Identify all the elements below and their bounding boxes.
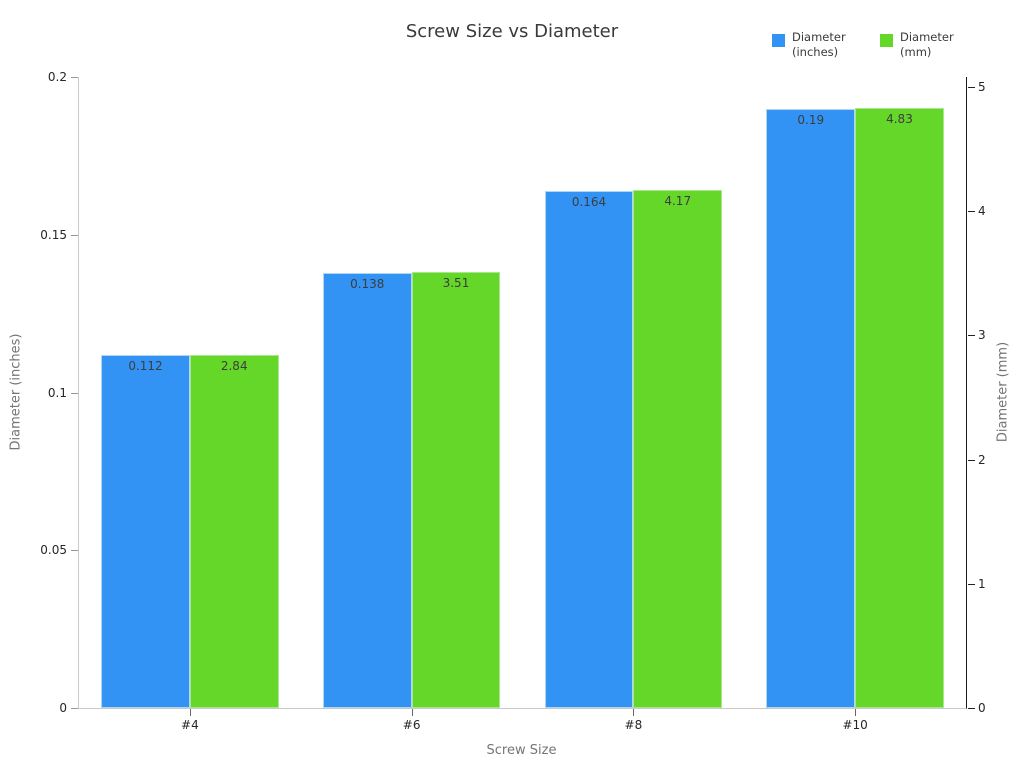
y-axis-right-title: Diameter (mm) xyxy=(995,341,1011,443)
plot-area: 0 0.05 0.1 0.15 0.2 0 1 2 3 4 5 #4 #6 #8 #10 0.112 2.84 0… xyxy=(40,70,985,732)
bar-mm: 2.84 xyxy=(189,355,279,708)
x-axis-tick xyxy=(411,709,413,716)
y-axis-left-tick-label: 0.1 xyxy=(47,385,67,400)
y-axis-right-tick xyxy=(968,583,975,585)
bar-inches: 0.164 xyxy=(544,190,634,708)
bar-mm: 3.51 xyxy=(411,272,501,708)
bar-value-label: 2.84 xyxy=(220,359,248,374)
legend-swatch-mm-icon xyxy=(880,34,893,47)
y-axis-right-tick-label: 3 xyxy=(978,328,986,343)
bar-mm: 4.17 xyxy=(633,190,723,708)
y-axis-right-tick xyxy=(968,708,975,709)
y-axis-right-tick-label: 4 xyxy=(978,204,986,219)
bar-inches: 0.112 xyxy=(101,354,190,708)
x-axis-title: Screw Size xyxy=(486,743,557,758)
bar-value-label: 3.51 xyxy=(442,276,470,291)
legend-item-inches: Diameter (inches) xyxy=(772,30,856,60)
y-axis-right-tick-label: 2 xyxy=(978,452,986,467)
y-axis-right-tick xyxy=(968,459,975,461)
y-axis-right-tick xyxy=(968,335,975,337)
y-axis-left-title: Diameter (inches) xyxy=(8,333,24,451)
chart-title: Screw Size vs Diameter xyxy=(405,21,619,42)
y-axis-left-tick xyxy=(71,77,78,78)
y-axis-right-tick xyxy=(968,211,975,213)
bar-value-label: 4.17 xyxy=(664,194,692,209)
bar-mm: 4.83 xyxy=(855,108,944,708)
x-axis-tick-label: #8 xyxy=(624,718,643,732)
bar-value-label: 0.19 xyxy=(797,112,825,127)
y-axis-left-tick xyxy=(71,708,78,709)
legend-label-mm: Diameter (mm) xyxy=(900,30,954,59)
y-axis-right-tick xyxy=(968,86,975,88)
legend-swatch-inches-icon xyxy=(772,34,785,47)
legend-label-inches: Diameter (inches) xyxy=(792,30,846,59)
y-axis-left-tick xyxy=(71,550,78,552)
y-axis-left-tick xyxy=(71,234,78,236)
x-axis-tick xyxy=(855,709,857,716)
bar-inches: 0.19 xyxy=(766,108,856,708)
y-axis-left-tick-label: 0 xyxy=(59,701,67,715)
bar-value-label: 4.83 xyxy=(886,112,913,127)
x-axis-tick xyxy=(633,709,635,716)
legend-item-mm: Diameter (mm) xyxy=(880,30,964,60)
y-axis-right-tick-label: 1 xyxy=(978,576,986,591)
bar-value-label: 0.138 xyxy=(350,276,385,291)
legend: Diameter (inches) Diameter (mm) xyxy=(772,30,964,60)
x-axis-tick-label: #4 xyxy=(181,718,199,732)
y-axis-left-tick-label: 0.15 xyxy=(40,227,67,242)
y-axis-left-tick-label: 0.2 xyxy=(47,70,67,84)
y-axis-right-tick-label: 5 xyxy=(978,79,986,94)
x-axis-tick-label: #10 xyxy=(842,718,868,732)
bar-value-label: 0.164 xyxy=(571,194,607,209)
bar-inches: 0.138 xyxy=(322,272,412,708)
bar-value-label: 0.112 xyxy=(128,358,163,373)
y-axis-right-tick-label: 0 xyxy=(978,701,986,715)
x-axis-tick-label: #6 xyxy=(402,718,421,732)
y-axis-left-tick-label: 0.05 xyxy=(40,543,67,558)
y-axis-left-tick xyxy=(71,392,78,394)
x-axis-tick xyxy=(189,709,191,716)
